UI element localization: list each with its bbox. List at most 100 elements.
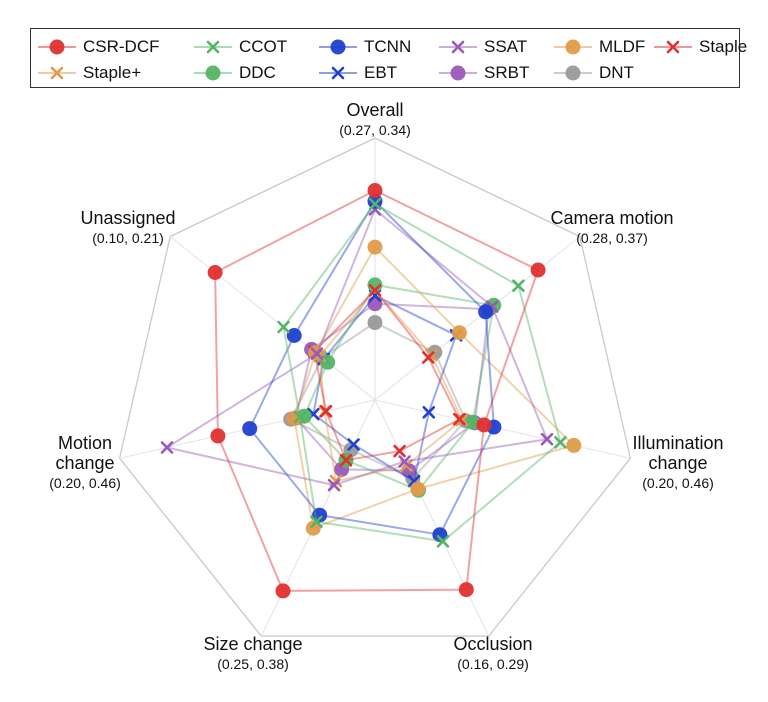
axis-range: (0.20, 0.46)	[642, 475, 714, 491]
legend: CSR-DCF CCOT TCNN SSAT MLDF Staple Stapl…	[30, 28, 747, 88]
axis-label-occlusion: Occlusion (0.16, 0.29)	[453, 634, 532, 672]
series-line	[248, 200, 495, 536]
legend-swatch-icon	[194, 65, 232, 81]
data-point	[410, 481, 426, 497]
axis-name: Occlusion	[453, 634, 532, 654]
axis-range: (0.27, 0.34)	[339, 122, 411, 138]
axis-range: (0.10, 0.21)	[92, 230, 164, 246]
data-point	[422, 406, 436, 419]
data-point	[432, 527, 448, 543]
data-point	[367, 193, 383, 209]
axis-name: Overall	[346, 100, 403, 120]
legend-label: TCNN	[364, 37, 412, 56]
data-point	[393, 444, 406, 458]
series-line	[318, 289, 464, 483]
series-mldf	[286, 239, 582, 536]
data-point	[367, 183, 383, 198]
legend-label: Staple+	[83, 63, 142, 82]
axis-name: change	[648, 453, 707, 473]
data-point	[310, 347, 324, 360]
legend-label: Staple	[699, 37, 748, 56]
legend-item-ccot: CCOT	[191, 36, 287, 58]
legend-label: SSAT	[484, 37, 528, 56]
data-point	[312, 507, 328, 523]
data-point	[305, 520, 321, 536]
data-point	[367, 239, 383, 255]
series-line	[313, 289, 461, 462]
series-line	[289, 321, 467, 480]
data-point	[310, 515, 323, 528]
series-line	[294, 302, 490, 472]
series-csr-dcf	[207, 183, 546, 599]
radar-spoke	[374, 399, 631, 459]
data-point	[210, 428, 226, 444]
axis-name: Size change	[203, 634, 302, 654]
data-point	[347, 438, 360, 451]
legend-item-ssat: SSAT	[436, 36, 527, 58]
series-line	[303, 283, 495, 492]
legend-marker	[565, 65, 581, 81]
legend-marker	[50, 66, 64, 80]
data-point	[286, 328, 302, 343]
legend-item-ebt: EBT	[316, 62, 397, 84]
legend-label: SRBT	[484, 63, 530, 82]
legend-marker	[49, 39, 65, 55]
radar-outer-ring	[118, 137, 632, 637]
legend-swatch-icon	[439, 65, 477, 81]
data-point	[339, 453, 353, 467]
legend-swatch-icon	[654, 40, 692, 54]
series-tcnn	[242, 193, 502, 543]
legend-marker	[666, 40, 680, 54]
data-point	[319, 404, 333, 418]
data-point	[478, 304, 494, 320]
legend-swatch-icon	[194, 40, 232, 54]
legend-swatch-icon	[439, 40, 477, 54]
legend-item-csr-dcf: CSR-DCF	[35, 36, 160, 58]
series-ddc	[296, 277, 502, 498]
data-point	[368, 284, 382, 297]
legend-item-tcnn: TCNN	[316, 36, 411, 58]
axis-name: Illumination	[632, 433, 723, 453]
data-point	[451, 325, 467, 341]
axis-range: (0.20, 0.46)	[49, 475, 121, 491]
data-point	[453, 412, 466, 426]
series-line	[293, 246, 575, 530]
axis-label-overall: Overall (0.27, 0.34)	[339, 100, 411, 138]
data-point	[368, 197, 382, 211]
legend-marker	[205, 65, 221, 81]
data-point	[293, 410, 307, 424]
data-point	[367, 277, 383, 293]
legend-marker	[565, 39, 581, 55]
legend-swatch-icon	[38, 66, 76, 80]
legend-label: DDC	[239, 63, 276, 82]
axis-name: change	[55, 453, 114, 473]
series-line	[312, 294, 458, 483]
axis-label-camera-motion: Camera motion (0.28, 0.37)	[550, 208, 673, 246]
data-point	[530, 262, 546, 278]
data-point	[512, 279, 525, 292]
legend-marker	[450, 65, 466, 81]
series-line	[282, 203, 562, 543]
radar-spoke	[169, 236, 376, 401]
data-point	[367, 315, 383, 331]
data-point	[455, 413, 469, 427]
axis-name: Unassigned	[80, 208, 175, 228]
legend-marker	[451, 40, 465, 54]
legend-item-ddc: DDC	[191, 62, 276, 84]
data-point	[476, 417, 492, 433]
legend-item-staple-plus: Staple+	[35, 62, 141, 84]
legend-item-srbt: SRBT	[436, 62, 529, 84]
radar-spoke	[374, 236, 581, 401]
axis-name: Camera motion	[550, 208, 673, 228]
data-point	[207, 265, 223, 280]
data-point	[465, 414, 481, 430]
data-point	[275, 583, 291, 599]
axis-label-size-change: Size change (0.25, 0.38)	[203, 634, 302, 672]
legend-marker	[206, 40, 220, 54]
legend-label: MLDF	[599, 37, 646, 56]
legend-swatch-icon	[554, 65, 592, 81]
legend-item-staple: Staple	[651, 36, 747, 58]
legend-label: EBT	[364, 63, 398, 82]
data-point	[160, 441, 174, 454]
